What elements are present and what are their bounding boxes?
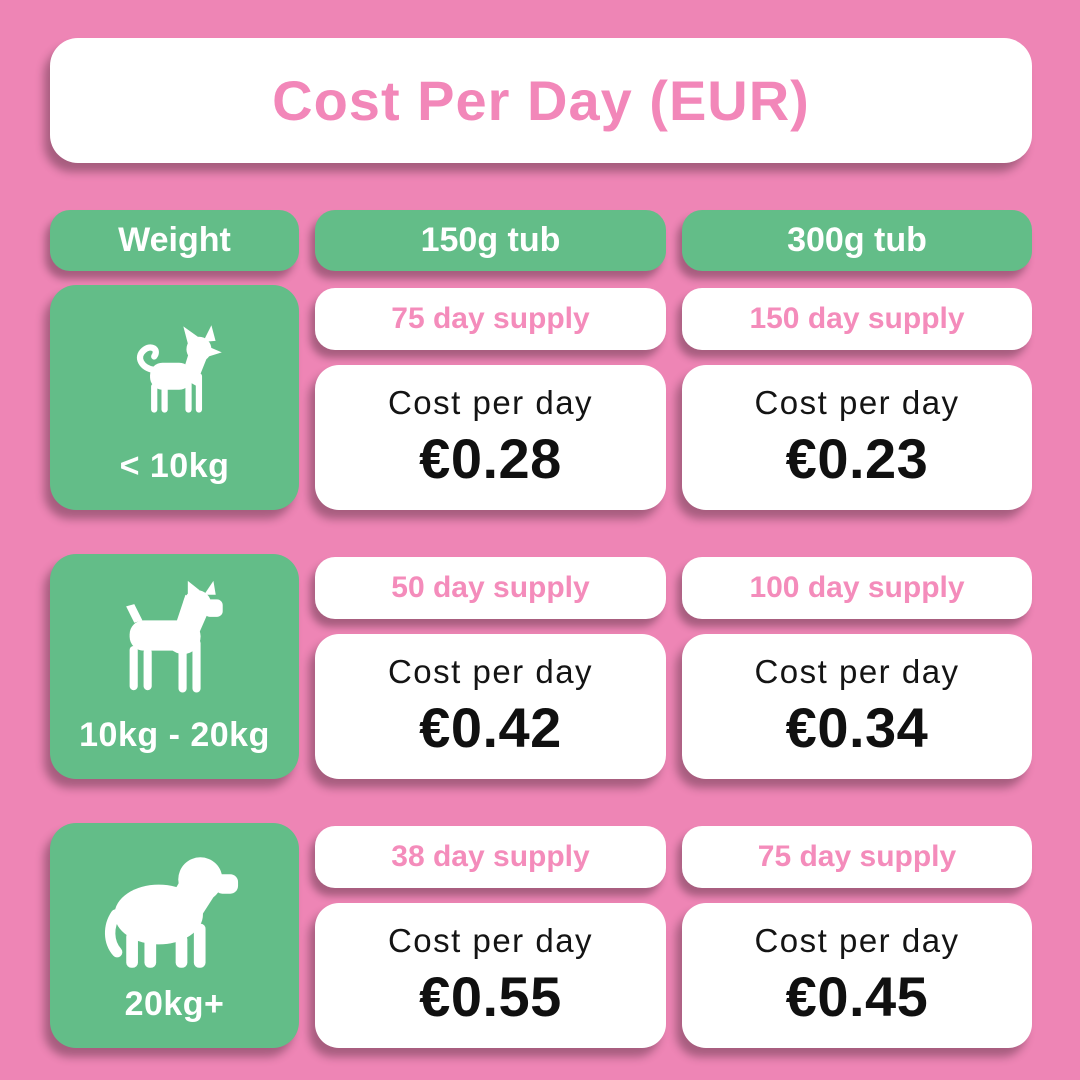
supply-pill: 75 day supply xyxy=(682,826,1032,888)
supply-text: 50 day supply xyxy=(391,571,590,604)
table-row: < 10kg 75 day supply Cost per day €0.28 … xyxy=(50,285,1032,510)
table-body: < 10kg 75 day supply Cost per day €0.28 … xyxy=(50,285,1032,1048)
column-header-150g-tub: 150g tub xyxy=(315,210,666,271)
weight-label: 20kg+ xyxy=(124,985,225,1023)
supply-text: 75 day supply xyxy=(757,840,957,873)
cost-value: €0.23 xyxy=(785,427,929,490)
supply-text: 38 day supply xyxy=(391,840,590,873)
cost-value: €0.45 xyxy=(785,965,929,1028)
cost-label: Cost per day xyxy=(387,384,594,421)
cost-card: Cost per day €0.28 xyxy=(315,365,666,510)
cost-label: Cost per day xyxy=(754,384,960,421)
supply-pill: 38 day supply xyxy=(315,826,666,888)
cost-label: Cost per day xyxy=(754,922,960,959)
table-row: 10kg - 20kg 50 day supply Cost per day €… xyxy=(50,554,1032,779)
supply-pill: 150 day supply xyxy=(682,288,1032,350)
page-title: Cost Per Day (EUR) xyxy=(50,38,1032,163)
cost-card: Cost per day €0.45 xyxy=(682,903,1032,1048)
supply-text: 100 day supply xyxy=(749,571,965,604)
table-row: 20kg+ 38 day supply Cost per day €0.55 7… xyxy=(50,823,1032,1048)
cost-label: Cost per day xyxy=(387,922,594,959)
cost-card: Cost per day €0.55 xyxy=(315,903,666,1048)
cost-label: Cost per day xyxy=(387,653,594,690)
cost-value: €0.42 xyxy=(419,696,562,759)
cell-150g: 50 day supply Cost per day €0.42 xyxy=(315,554,666,779)
supply-text: 75 day supply xyxy=(391,302,590,335)
supply-text: 150 day supply xyxy=(749,302,965,335)
cost-card: Cost per day €0.23 xyxy=(682,365,1032,510)
cell-300g: 100 day supply Cost per day €0.34 xyxy=(682,554,1032,779)
large-dog-icon xyxy=(100,823,250,985)
weight-cell-medium: 10kg - 20kg xyxy=(50,554,299,779)
supply-pill: 50 day supply xyxy=(315,557,666,619)
supply-pill: 75 day supply xyxy=(315,288,666,350)
small-dog-icon xyxy=(123,285,227,447)
medium-dog-icon xyxy=(111,554,239,716)
cost-label: Cost per day xyxy=(754,653,960,690)
page-title-text: Cost Per Day (EUR) xyxy=(272,69,810,132)
cost-card: Cost per day €0.34 xyxy=(682,634,1032,779)
cost-value: €0.34 xyxy=(785,696,929,759)
weight-cell-large: 20kg+ xyxy=(50,823,299,1048)
supply-pill: 100 day supply xyxy=(682,557,1032,619)
cell-150g: 38 day supply Cost per day €0.55 xyxy=(315,823,666,1048)
cost-value: €0.55 xyxy=(419,965,562,1028)
column-header-weight: Weight xyxy=(50,210,299,271)
weight-cell-small: < 10kg xyxy=(50,285,299,510)
cell-300g: 150 day supply Cost per day €0.23 xyxy=(682,285,1032,510)
cost-card: Cost per day €0.42 xyxy=(315,634,666,779)
cell-300g: 75 day supply Cost per day €0.45 xyxy=(682,823,1032,1048)
cell-150g: 75 day supply Cost per day €0.28 xyxy=(315,285,666,510)
cost-value: €0.28 xyxy=(419,427,562,490)
table-header-row: Weight 150g tub 300g tub xyxy=(50,210,1032,271)
column-header-300g-tub: 300g tub xyxy=(682,210,1032,271)
weight-label: 10kg - 20kg xyxy=(79,716,270,754)
weight-label: < 10kg xyxy=(119,447,230,485)
